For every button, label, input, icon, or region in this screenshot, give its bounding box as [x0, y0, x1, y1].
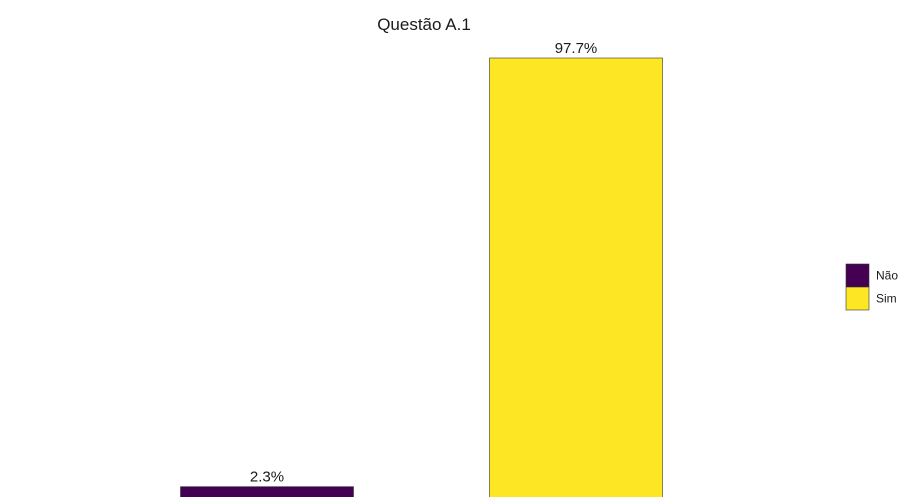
data-label-nao: 2.3% [250, 469, 284, 486]
data-label-sim: 97.7% [555, 40, 598, 57]
chart-title: Questão A.1 [377, 15, 471, 34]
legend: Não Sim [845, 263, 898, 311]
legend-label-0: Não [876, 269, 898, 283]
data-labels-layer: 2.3% 97.7% [250, 40, 597, 486]
legend-key-1 [845, 286, 870, 311]
legend-label-1: Sim [876, 292, 897, 306]
legend-key-0 [845, 263, 870, 288]
bars-layer [180, 57, 663, 497]
bar-nao [180, 486, 354, 497]
bar-sim [489, 57, 663, 497]
